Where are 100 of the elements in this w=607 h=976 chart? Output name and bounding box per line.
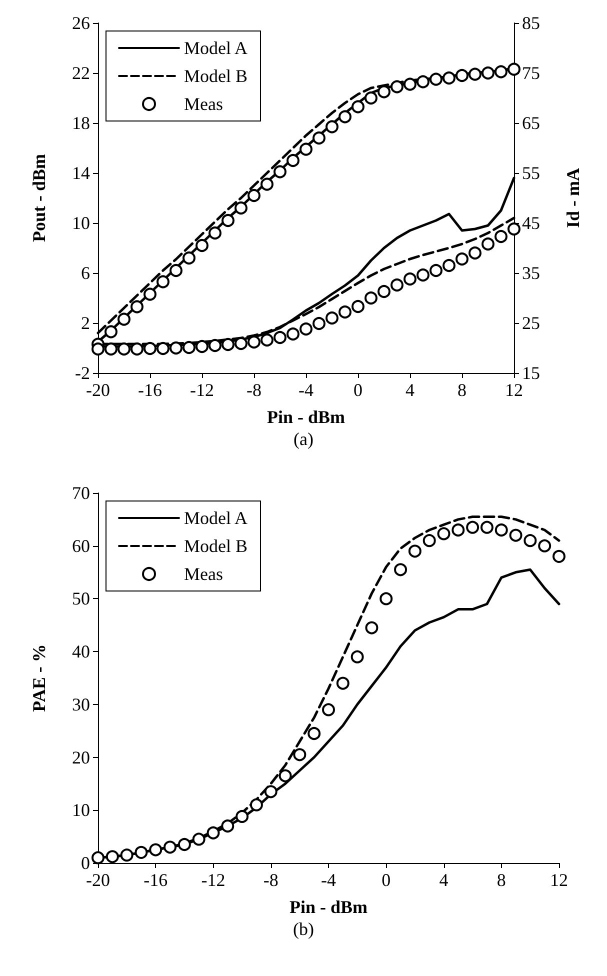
x-tick-label: 0 (382, 870, 391, 890)
point (248, 336, 260, 348)
point (130, 300, 144, 314)
point (134, 846, 148, 859)
point (196, 239, 208, 252)
point (104, 325, 118, 338)
y-tick-label: 40 (72, 642, 90, 662)
point (236, 810, 249, 823)
point (234, 202, 248, 214)
x-tick-label: -20 (86, 380, 110, 400)
point (260, 334, 274, 346)
text: (a) (294, 429, 314, 449)
x-axis-title: Pin - dBm (289, 897, 368, 917)
y2-tick-label: 25 (522, 313, 540, 333)
x-tick-label: -8 (246, 380, 262, 400)
point (365, 621, 378, 634)
x-tick-label: -4 (298, 380, 314, 400)
y2-tick-label: 15 (522, 363, 540, 383)
point (248, 189, 260, 202)
y2-tick-label: 45 (522, 213, 540, 233)
y-tick-label: 10 (72, 213, 90, 233)
x-tick-label: 12 (505, 380, 523, 400)
point (278, 769, 292, 782)
point (208, 339, 222, 352)
y-tick-label: 0 (81, 853, 90, 873)
point (274, 165, 286, 178)
point (350, 650, 364, 664)
point (192, 832, 206, 846)
point (260, 178, 274, 191)
point (352, 100, 364, 114)
point (456, 252, 468, 266)
point (494, 230, 508, 243)
point (182, 252, 196, 264)
point (286, 328, 300, 340)
point (378, 85, 390, 98)
point (338, 306, 352, 318)
point (196, 340, 208, 353)
point (178, 838, 191, 851)
point (250, 798, 263, 812)
point (494, 65, 508, 78)
y-tick-label: 10 (72, 800, 90, 820)
point (170, 342, 182, 354)
y2-tick-label: 85 (522, 13, 540, 33)
point (130, 342, 144, 356)
y-axis-title: PAE - % (29, 644, 49, 712)
point (182, 341, 196, 354)
y-tick-label: -2 (75, 363, 90, 383)
legend-label: Meas (184, 94, 223, 114)
point (326, 312, 338, 324)
x-tick-label: -12 (201, 870, 226, 890)
x-tick-label: -20 (86, 870, 110, 890)
point (222, 338, 234, 351)
point (308, 727, 321, 740)
y2-axis-title: Id - mA (563, 168, 583, 228)
y2-tick-label: 75 (522, 63, 540, 83)
point (422, 534, 436, 548)
point (156, 275, 170, 288)
point (92, 851, 104, 864)
point (300, 142, 312, 156)
point (234, 337, 248, 350)
point (149, 843, 162, 856)
point (286, 154, 300, 167)
point (274, 331, 286, 344)
point (120, 848, 134, 862)
point (408, 544, 422, 558)
x-tick-label: 4 (406, 380, 414, 400)
point (222, 214, 234, 227)
point (312, 317, 326, 330)
point (430, 72, 442, 86)
point (508, 62, 520, 76)
point (482, 66, 494, 80)
point (416, 268, 430, 282)
y-tick-label: 20 (72, 747, 90, 768)
x-tick-label: -4 (321, 870, 336, 890)
point (390, 278, 404, 292)
y2-tick-label: 35 (522, 263, 540, 283)
point (452, 524, 465, 536)
point (494, 524, 508, 536)
point (322, 703, 335, 716)
point (480, 520, 494, 534)
point (338, 110, 352, 124)
y-tick-label: 50 (72, 588, 90, 609)
point (378, 285, 390, 298)
point (170, 264, 182, 277)
point (442, 72, 456, 84)
y2-tick-label: 55 (522, 163, 540, 183)
point (208, 226, 222, 240)
y-tick-label: 14 (72, 163, 90, 183)
point (437, 527, 450, 540)
point (326, 120, 338, 134)
point (264, 785, 278, 798)
x-tick-label: -16 (138, 380, 162, 400)
y-tick-label: 6 (81, 263, 90, 283)
point (416, 75, 430, 88)
point (394, 563, 408, 576)
y-tick-label: 18 (72, 113, 90, 133)
y-tick-label: 2 (81, 313, 90, 333)
point (300, 322, 312, 336)
x-tick-label: -8 (263, 870, 278, 890)
y-axis-title: Pout - dBm (29, 154, 49, 242)
